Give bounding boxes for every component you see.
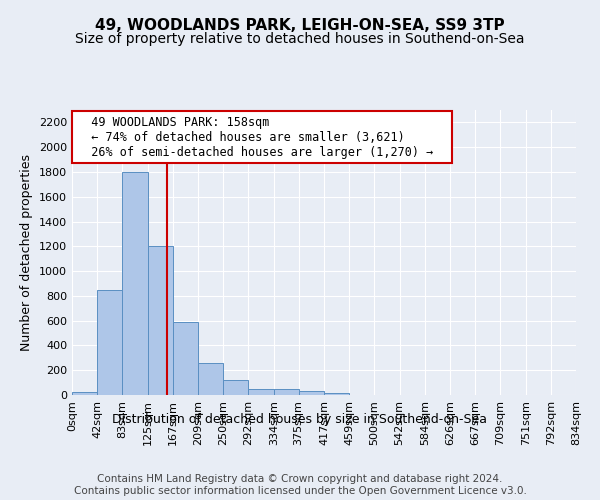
Bar xyxy=(199,363,223,395)
Bar xyxy=(122,172,148,395)
Bar xyxy=(72,392,97,395)
Bar xyxy=(223,380,248,395)
Bar xyxy=(148,246,173,395)
Bar xyxy=(248,389,274,395)
Text: 49 WOODLANDS PARK: 158sqm  
  ← 74% of detached houses are smaller (3,621)  
  2: 49 WOODLANDS PARK: 158sqm ← 74% of detac… xyxy=(77,116,448,158)
Text: Distribution of detached houses by size in Southend-on-Sea: Distribution of detached houses by size … xyxy=(113,412,487,426)
Text: Contains HM Land Registry data © Crown copyright and database right 2024.: Contains HM Land Registry data © Crown c… xyxy=(97,474,503,484)
Y-axis label: Number of detached properties: Number of detached properties xyxy=(20,154,34,351)
Text: 49, WOODLANDS PARK, LEIGH-ON-SEA, SS9 3TP: 49, WOODLANDS PARK, LEIGH-ON-SEA, SS9 3T… xyxy=(95,18,505,32)
Bar xyxy=(173,322,199,395)
Bar xyxy=(97,290,122,395)
Bar xyxy=(274,390,299,395)
Bar xyxy=(324,393,349,395)
Text: Contains public sector information licensed under the Open Government Licence v3: Contains public sector information licen… xyxy=(74,486,526,496)
Text: Size of property relative to detached houses in Southend-on-Sea: Size of property relative to detached ho… xyxy=(75,32,525,46)
Bar xyxy=(299,392,324,395)
